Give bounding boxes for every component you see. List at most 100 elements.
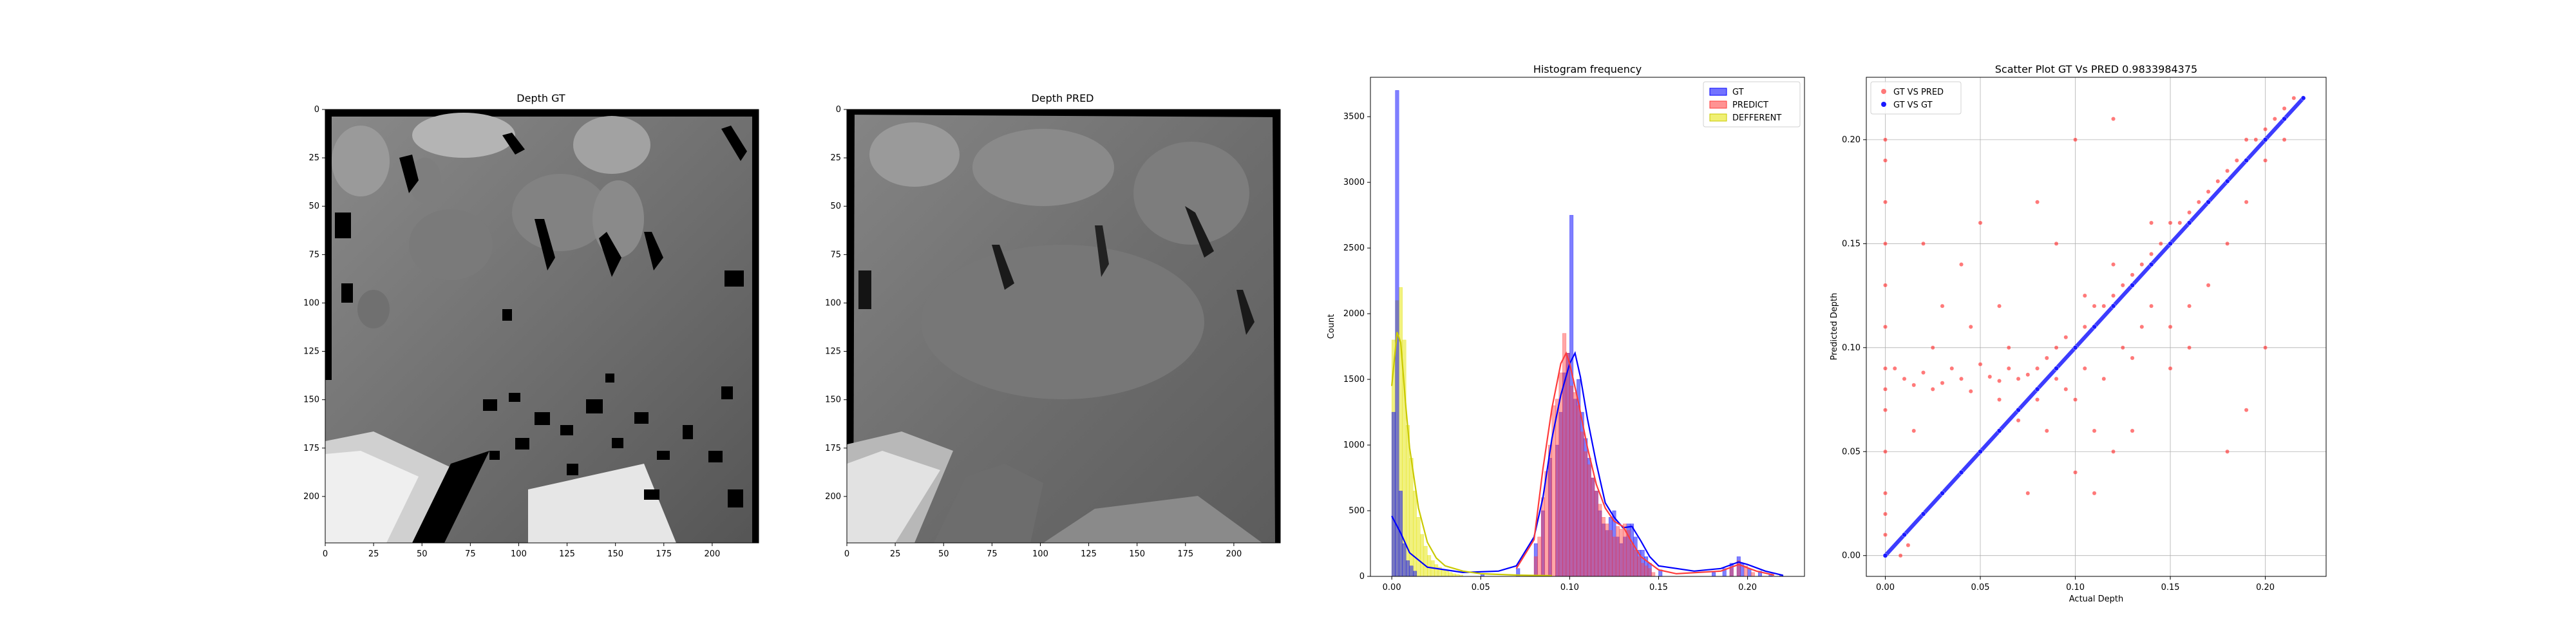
point-gt-vs-pred [2063, 386, 2069, 392]
histogram-bar-predict [1533, 556, 1538, 576]
point-gt-vs-pred [1883, 325, 1888, 329]
point-gt-vs-gt [2224, 178, 2230, 184]
y-tick-label: 50 [308, 202, 319, 211]
legend-label-defferent: DEFFERENT [1732, 113, 1781, 123]
histogram-bar-predict [1555, 399, 1560, 576]
point-gt-vs-pred [2187, 303, 2192, 308]
y-tick-label: 25 [308, 153, 319, 163]
point-gt-vs-pred [1930, 345, 1935, 350]
point-gt-vs-pred [1883, 200, 1888, 205]
point-gt-vs-gt [2282, 116, 2287, 122]
histogram-bar-predict [1584, 451, 1588, 576]
point-gt-vs-pred [2035, 200, 2040, 205]
histogram-bar-predict [1633, 549, 1638, 576]
kde-line-defferent [1391, 332, 1552, 576]
point-gt-vs-gt [1978, 449, 1983, 454]
histogram-bar-predict [1619, 529, 1624, 576]
histogram-bar-predict [1598, 504, 1602, 576]
legend-marker-gt-vs-pred [1881, 89, 1886, 94]
x-tick-label: 150 [607, 549, 623, 559]
histogram-x-ticks: 0.00 0.05 0.10 0.15 0.20 [1383, 576, 1757, 592]
point-gt-vs-pred [1892, 366, 1897, 371]
x-tick-label: 0 [844, 549, 849, 559]
histogram-bar-gt [1391, 412, 1396, 576]
histogram-legend: GT PREDICT DEFFERENT [1703, 81, 1801, 128]
y-tick-label: 0.05 [1842, 447, 1861, 457]
point-gt-vs-gt [2130, 283, 2135, 288]
point-gt-vs-pred [2139, 325, 2145, 329]
depth-gt-noise [483, 374, 743, 507]
point-gt-vs-pred [1911, 428, 1917, 433]
point-gt-vs-pred [2016, 376, 2021, 381]
histogram-bar-predict [1608, 530, 1613, 576]
y-tick-label: 175 [303, 444, 319, 453]
point-gt-vs-pred [2234, 158, 2239, 163]
histogram-bar-predict [1750, 572, 1755, 576]
histogram-bar-gt [1402, 543, 1406, 576]
histogram-bar-predict [1580, 431, 1584, 576]
point-gt-vs-pred [2092, 428, 2097, 433]
point-gt-vs-pred [1883, 137, 1888, 142]
histogram-bar-predict [1569, 386, 1574, 576]
x-tick-label: 0.00 [1383, 583, 1401, 592]
y-tick-label: 100 [303, 298, 319, 308]
point-gt-vs-pred [2044, 428, 2049, 433]
histogram-bar-defferent [1452, 573, 1456, 576]
x-tick-label: 0.20 [2256, 583, 2275, 592]
histogram-bar-predict [1540, 497, 1545, 576]
point-gt-vs-pred [2158, 241, 2163, 246]
point-gt-vs-pred [1940, 303, 1945, 308]
y-tick-label: 3500 [1343, 112, 1365, 122]
x-tick-label: 0.20 [1738, 583, 1757, 592]
point-gt-vs-gt [1920, 511, 1926, 516]
y-tick-label: 0 [314, 105, 319, 115]
point-gt-vs-pred [1959, 262, 1964, 267]
point-gt-vs-pred [1997, 379, 2002, 383]
point-gt-vs-pred [2044, 355, 2049, 361]
x-tick-label: 175 [656, 549, 672, 559]
y-tick-label: 200 [303, 492, 319, 502]
point-gt-vs-pred [2187, 210, 2192, 215]
point-gt-vs-pred [2282, 137, 2287, 142]
point-gt-vs-pred [2177, 220, 2183, 225]
point-gt-vs-pred [2092, 303, 2097, 308]
x-tick-label: 200 [704, 549, 720, 559]
y-tick-label: 500 [1349, 506, 1365, 516]
point-gt-vs-pred [2054, 241, 2059, 246]
point-gt-vs-pred [1921, 241, 1926, 246]
histogram-y-axis-label: Count [1327, 314, 1336, 339]
point-gt-vs-pred [2111, 117, 2116, 121]
point-gt-vs-pred [2006, 345, 2011, 350]
point-gt-vs-pred [1883, 491, 1888, 496]
y-tick-label: 125 [303, 347, 319, 357]
legend-label-gt: GT [1732, 88, 1744, 97]
point-gt-vs-pred [2111, 262, 2116, 267]
point-gt-vs-pred [2063, 335, 2069, 340]
point-gt-vs-pred [2025, 372, 2031, 377]
histogram-bar-predict [1644, 565, 1649, 576]
histogram-bar-predict [1537, 536, 1542, 576]
histogram-bar-predict [1640, 563, 1645, 576]
histogram-bar-defferent [1423, 545, 1428, 576]
point-gt-vs-pred [2130, 355, 2135, 361]
y-tick-label: 3000 [1343, 178, 1365, 187]
point-gt-vs-pred [2149, 252, 2154, 256]
x-tick-label: 0.10 [1560, 583, 1579, 592]
histogram-panel: Histogram frequency 0.00 0.05 0.10 0.15 0.20… [1327, 63, 1805, 592]
scatter-panel: Scatter Plot GT Vs PRED 0.9833984375 0.0… [1830, 63, 2327, 604]
depth-gt-panel: Depth GT [303, 92, 759, 559]
point-gt-vs-pred [1978, 220, 1983, 225]
x-tick-label: 125 [1081, 549, 1097, 559]
x-tick-label: 0.15 [2161, 583, 2180, 592]
point-gt-vs-gt [1940, 491, 1945, 496]
histogram-bar-predict [1587, 464, 1591, 576]
point-gt-vs-pred [2244, 408, 2249, 413]
point-gt-vs-pred [2082, 366, 2087, 371]
histogram-bar-predict [1577, 405, 1581, 576]
point-gt-vs-pred [2168, 325, 2173, 329]
point-gt-vs-pred [1902, 376, 1907, 381]
depth-gt-title: Depth GT [516, 92, 565, 104]
legend-label-gt-vs-gt: GT VS GT [1893, 100, 1933, 110]
point-gt-vs-gt [2054, 366, 2059, 371]
